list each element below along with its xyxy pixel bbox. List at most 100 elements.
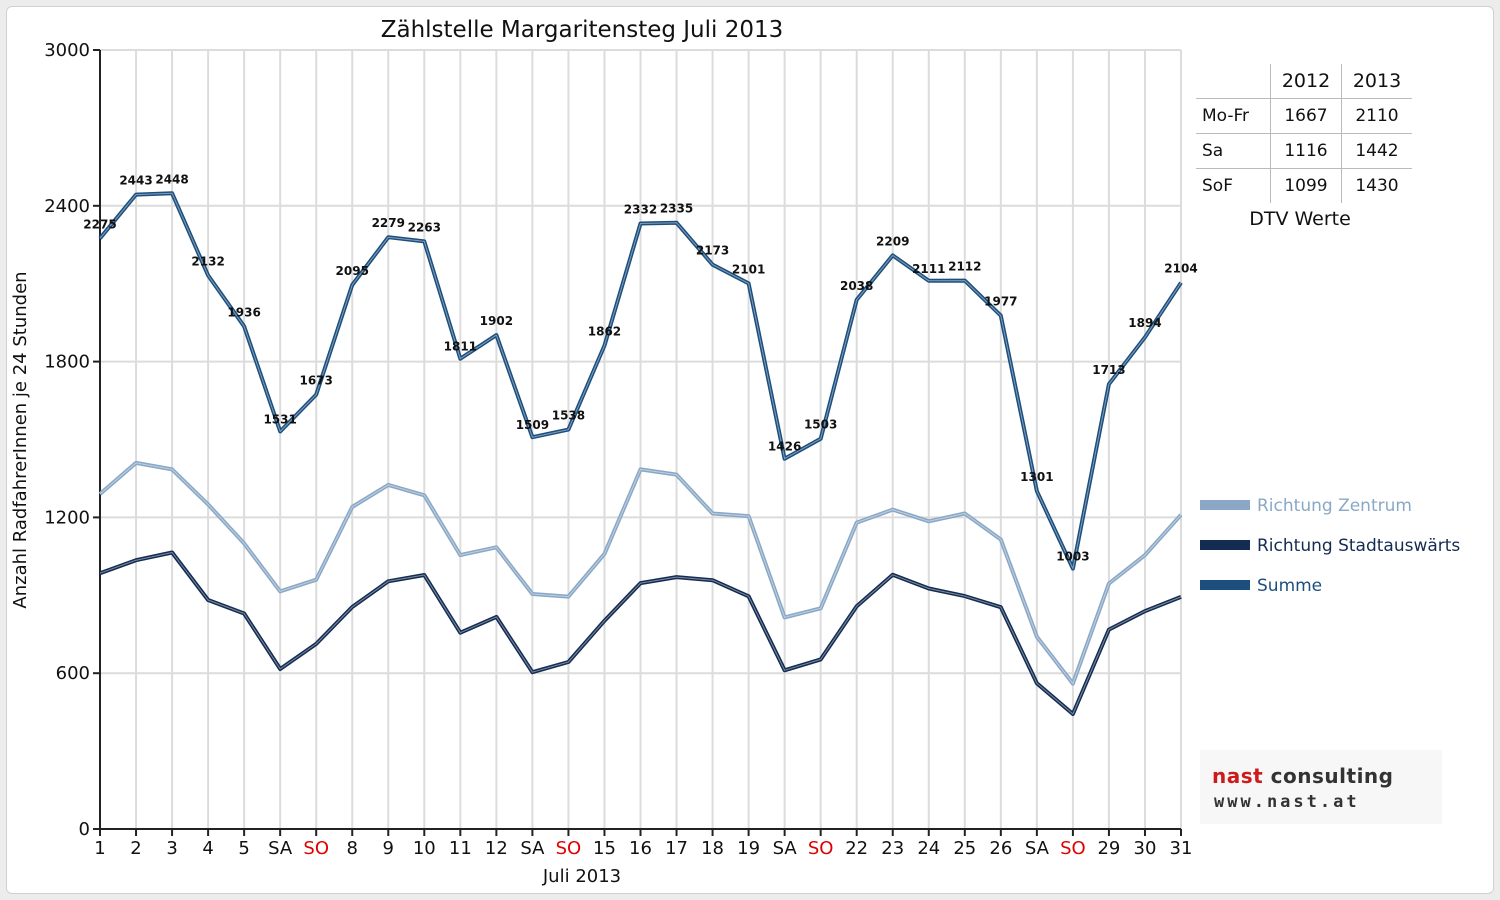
data-label: 1531: [263, 412, 296, 426]
x-tick-label: 17: [665, 838, 688, 859]
x-tick-label: 26: [989, 838, 1012, 859]
data-label: 1509: [516, 418, 549, 432]
x-tick-label: 2: [130, 838, 141, 859]
data-label: 1811: [444, 340, 477, 354]
x-tick-label: SO: [556, 838, 582, 859]
x-tick-label: 25: [953, 838, 976, 859]
x-tick-label: 24: [917, 838, 940, 859]
x-tick-label: 22: [845, 838, 868, 859]
legend-swatch: [1200, 580, 1250, 590]
data-label: 1936: [227, 305, 260, 319]
dtv-header-row: 2012 2013: [1196, 64, 1412, 99]
series-line-0: [98, 460, 1183, 686]
chart-title: Zählstelle Margaritensteg Juli 2013: [381, 17, 784, 43]
series-line-2: [98, 191, 1183, 571]
data-label: 1503: [804, 418, 837, 432]
legend-label: Richtung Zentrum: [1257, 496, 1412, 516]
x-tick-label: 12: [485, 838, 508, 859]
x-tick-label: 11: [449, 838, 472, 859]
y-tick-label: 1200: [44, 507, 90, 528]
x-tick-label: 29: [1097, 838, 1120, 859]
data-label: 2332: [624, 202, 657, 216]
x-tick-label: SA: [1025, 838, 1050, 859]
x-tick-label: 18: [701, 838, 724, 859]
series-line-highlight-2: [99, 192, 1182, 570]
data-label: 2335: [660, 202, 693, 216]
grid-lines: [100, 49, 1182, 829]
data-label: 2275: [83, 217, 116, 231]
data-label: 2443: [119, 174, 152, 188]
x-tick-label: 16: [629, 838, 652, 859]
x-tick-label: 15: [593, 838, 616, 859]
x-tick-label: SO: [808, 838, 834, 859]
logo-wordmark: nast consulting: [1212, 764, 1393, 788]
data-label: 2209: [876, 234, 909, 248]
data-label: 2112: [948, 260, 981, 274]
y-axis-label: Anzahl RadfahrerInnen je 24 Stunden: [10, 271, 31, 608]
data-label: 1862: [588, 325, 621, 339]
dtv-row-label: Mo-Fr: [1196, 98, 1271, 134]
dtv-header-empty: [1196, 64, 1271, 99]
x-tick-label: SA: [268, 838, 293, 859]
dtv-row-sof: SoF 1099 1430: [1196, 168, 1412, 203]
dtv-value-2013: 1442: [1341, 133, 1412, 169]
series-line-highlight-0: [99, 462, 1182, 685]
data-label: 2095: [336, 264, 369, 278]
dtv-header-2013: 2013: [1341, 64, 1412, 99]
series-lines: [98, 191, 1183, 716]
series-line-highlight-1: [99, 552, 1182, 715]
data-labels: 2275 2443 2448 2132 1936 1531 1673 2095 2279 2263…: [83, 172, 1197, 563]
dtv-row-mofr: Mo-Fr 1667 2110: [1196, 98, 1412, 134]
x-axis-label: Juli 2013: [542, 866, 621, 887]
x-tick-label: 4: [202, 838, 213, 859]
dtv-value-2012: 1116: [1270, 133, 1342, 169]
y-tick-label: 0: [79, 819, 90, 840]
x-tick-label: SO: [1060, 838, 1086, 859]
x-tick-label: 9: [383, 838, 394, 859]
dtv-value-2012: 1099: [1270, 168, 1342, 203]
y-tick-label: 1800: [44, 352, 90, 373]
x-tick-label: 3: [166, 838, 177, 859]
y-tick-labels: 0 600 1200 1800 2400 3000: [44, 40, 90, 840]
x-tick-label: 30: [1134, 838, 1157, 859]
dtv-caption: DTV Werte: [1249, 208, 1351, 230]
x-tick-label: 10: [413, 838, 436, 859]
legend-swatch: [1200, 540, 1250, 550]
data-label: 1426: [768, 440, 801, 454]
dtv-row-label: Sa: [1196, 133, 1271, 169]
logo-url: www.nast.at: [1214, 792, 1360, 812]
data-label: 2101: [732, 262, 765, 276]
x-tick-label: 1: [94, 838, 105, 859]
data-label: 2104: [1164, 262, 1197, 276]
data-label: 2038: [840, 279, 873, 293]
legend: Richtung Zentrum Richtung Stadtauswärts Su…: [1200, 496, 1460, 596]
data-label: 2263: [408, 220, 441, 234]
data-label: 2448: [155, 172, 188, 186]
data-label: 1902: [480, 314, 513, 328]
logo-word-nast: nast: [1212, 764, 1264, 788]
data-label: 2173: [696, 244, 729, 258]
x-tick-label: SA: [520, 838, 545, 859]
x-tick-label: SO: [303, 838, 329, 859]
y-tick-label: 600: [56, 663, 90, 684]
data-label: 1538: [552, 409, 585, 423]
y-tick-label: 2400: [44, 196, 90, 217]
x-tick-label: 23: [881, 838, 904, 859]
data-label: 1301: [1020, 470, 1053, 484]
dtv-value-2013: 1430: [1341, 168, 1412, 203]
x-tick-label: 31: [1170, 838, 1193, 859]
data-label: 1977: [984, 295, 1017, 309]
x-tick-label: SA: [773, 838, 798, 859]
data-label: 2279: [372, 216, 405, 230]
data-label: 2132: [191, 254, 224, 268]
legend-label: Richtung Stadtauswärts: [1257, 536, 1460, 556]
data-label: 1003: [1056, 550, 1089, 564]
dtv-row-sa: Sa 1116 1442: [1196, 133, 1412, 169]
dtv-header-2012: 2012: [1270, 64, 1342, 99]
x-tick-label: 19: [737, 838, 760, 859]
dtv-row-label: SoF: [1202, 176, 1233, 196]
x-tick-labels: 1 2 3 4 5 SA SO 8 9 10 11 12 SA SO 15 16 17 18 19 SA SO 22 23 2…: [94, 838, 1192, 859]
company-logo: nast consulting www.nast.at: [1200, 750, 1442, 824]
data-label: 1673: [299, 374, 332, 388]
